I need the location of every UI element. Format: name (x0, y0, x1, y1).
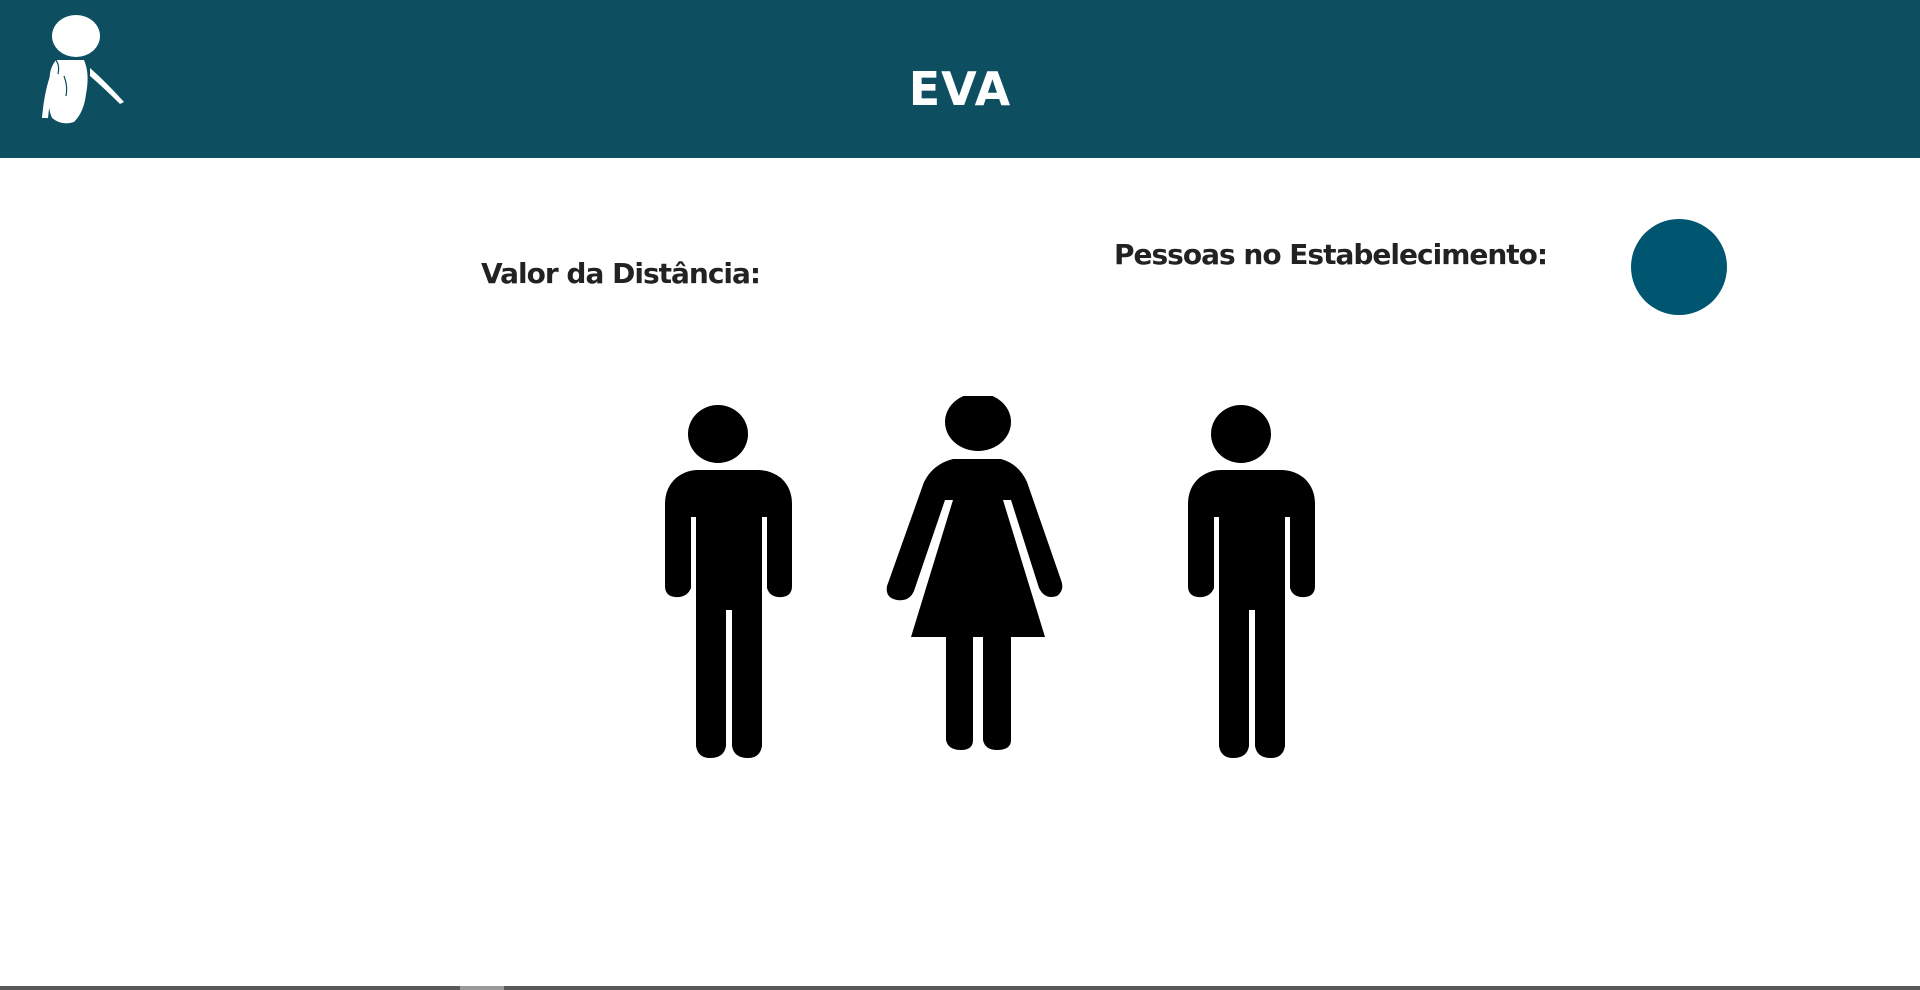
man-icon (665, 405, 792, 758)
eva-robot-logo-icon (42, 15, 124, 124)
bottom-scrollbar[interactable] (0, 986, 1920, 990)
woman-icon (886, 396, 1063, 750)
app-header: EVA (0, 0, 1920, 158)
scrollbar-thumb[interactable] (460, 986, 504, 990)
people-figures (665, 396, 1315, 758)
app-title: EVA (908, 62, 1012, 116)
man-icon (1188, 405, 1315, 758)
people-count-label: Pessoas no Estabelecimento: (1114, 238, 1548, 271)
distance-value-label: Valor da Distância: (481, 257, 761, 290)
people-count-indicator (1631, 219, 1727, 315)
